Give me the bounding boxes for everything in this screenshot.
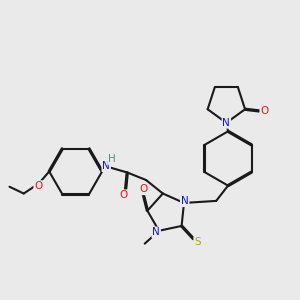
- Text: H: H: [108, 154, 116, 164]
- Text: S: S: [194, 237, 201, 247]
- Text: O: O: [139, 184, 147, 194]
- Text: N: N: [102, 161, 110, 171]
- Text: N: N: [181, 196, 189, 206]
- Text: O: O: [34, 181, 43, 191]
- Text: O: O: [120, 190, 128, 200]
- Text: N: N: [152, 227, 160, 238]
- Text: O: O: [260, 106, 268, 116]
- Text: N: N: [223, 118, 230, 128]
